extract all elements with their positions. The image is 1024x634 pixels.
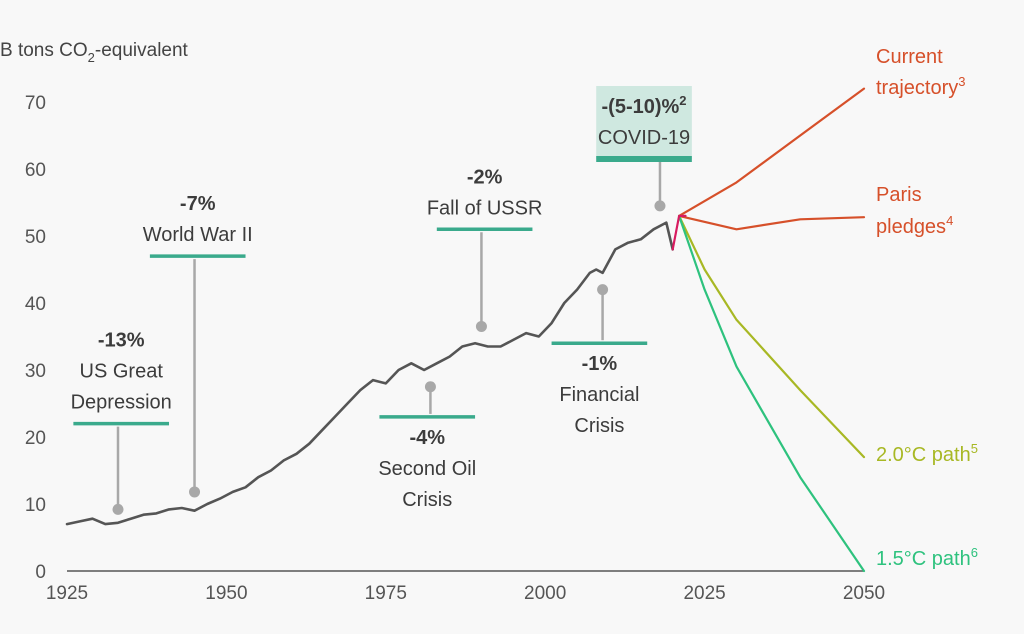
projection-label-current: Current [876,46,943,68]
annotation-label: Crisis [574,415,624,437]
y-axis-ticks: 0 10 20 30 40 50 60 70 [25,93,46,583]
projection-line-paris [677,214,866,231]
x-tick-label: 2025 [683,583,725,604]
projection-line-one_five [677,214,866,573]
projection-line-two_deg [677,214,866,459]
y-tick-label: 40 [25,294,46,315]
annotation-label: Fall of USSR [427,197,543,219]
annotation-ww2: -7% World War II [143,193,253,498]
projection-labels: Current trajectory3 Paris pledges4 2.0°C pat… [876,46,978,570]
annotation-label: US Great [80,361,164,383]
annotation-value: -2% [467,166,503,188]
series-lines [65,87,866,573]
y-tick-label: 10 [25,495,46,516]
projection-line-current [677,87,866,217]
x-tick-label: 2050 [843,583,885,604]
annotation-value: -7% [180,193,216,215]
covid-highlight-box [596,86,692,159]
projection-label-current: trajectory3 [876,74,965,99]
y-tick-label: 0 [35,562,46,583]
annotation-label: World War II [143,224,253,246]
annotation-covid: -(5-10)%2 COVID-19 [596,93,692,212]
annotation-point [654,200,666,212]
projection-label-two_deg: 2.0°C path5 [876,441,978,466]
annotation-depression: -13% US Great Depression [71,330,172,515]
annotation-point [597,284,609,296]
projection-label-paris: Paris [876,184,922,206]
projection-label-one_five: 1.5°C path6 [876,545,978,570]
x-axis-ticks: 1925 1950 1975 2000 2025 2050 [46,583,885,604]
y-tick-label: 20 [25,428,46,449]
event-annotations: -13% US Great Depression -7% World War II -4%… [71,93,692,515]
x-tick-label: 1925 [46,583,88,604]
annotation-label: Depression [71,392,172,414]
y-axis-label: B tons CO2-equivalent [0,40,189,65]
annotation-point [189,486,201,498]
annotation-label: Second Oil [378,458,476,480]
x-tick-label: 1975 [365,583,407,604]
y-axis-title: B tons CO2-equivalent [0,40,189,65]
annotation-oil: -4% Second Oil Crisis [378,381,476,511]
covid-box-fill [596,86,692,159]
annotation-financial: -1% Financial Crisis [551,284,648,437]
y-tick-label: 70 [25,93,46,114]
y-tick-label: 60 [25,160,46,181]
annotation-point [424,381,436,393]
annotation-label: COVID-19 [598,127,690,149]
x-tick-label: 1950 [205,583,247,604]
annotation-label: Crisis [402,489,452,511]
annotation-value: -(5-10)%2 [602,93,687,118]
annotation-value: -1% [582,353,618,375]
x-tick-label: 2000 [524,583,566,604]
projection-label-paris: pledges4 [876,213,953,238]
annotation-point [475,320,487,332]
annotation-ussr: -2% Fall of USSR [427,166,543,332]
annotation-value: -4% [409,427,445,449]
annotation-label: Financial [559,384,639,406]
historical-emissions-line [65,221,675,526]
annotation-value: -13% [98,330,145,352]
y-tick-label: 50 [25,227,46,248]
y-tick-label: 30 [25,361,46,382]
annotation-point [112,503,124,515]
covid-drop-line [671,214,687,251]
